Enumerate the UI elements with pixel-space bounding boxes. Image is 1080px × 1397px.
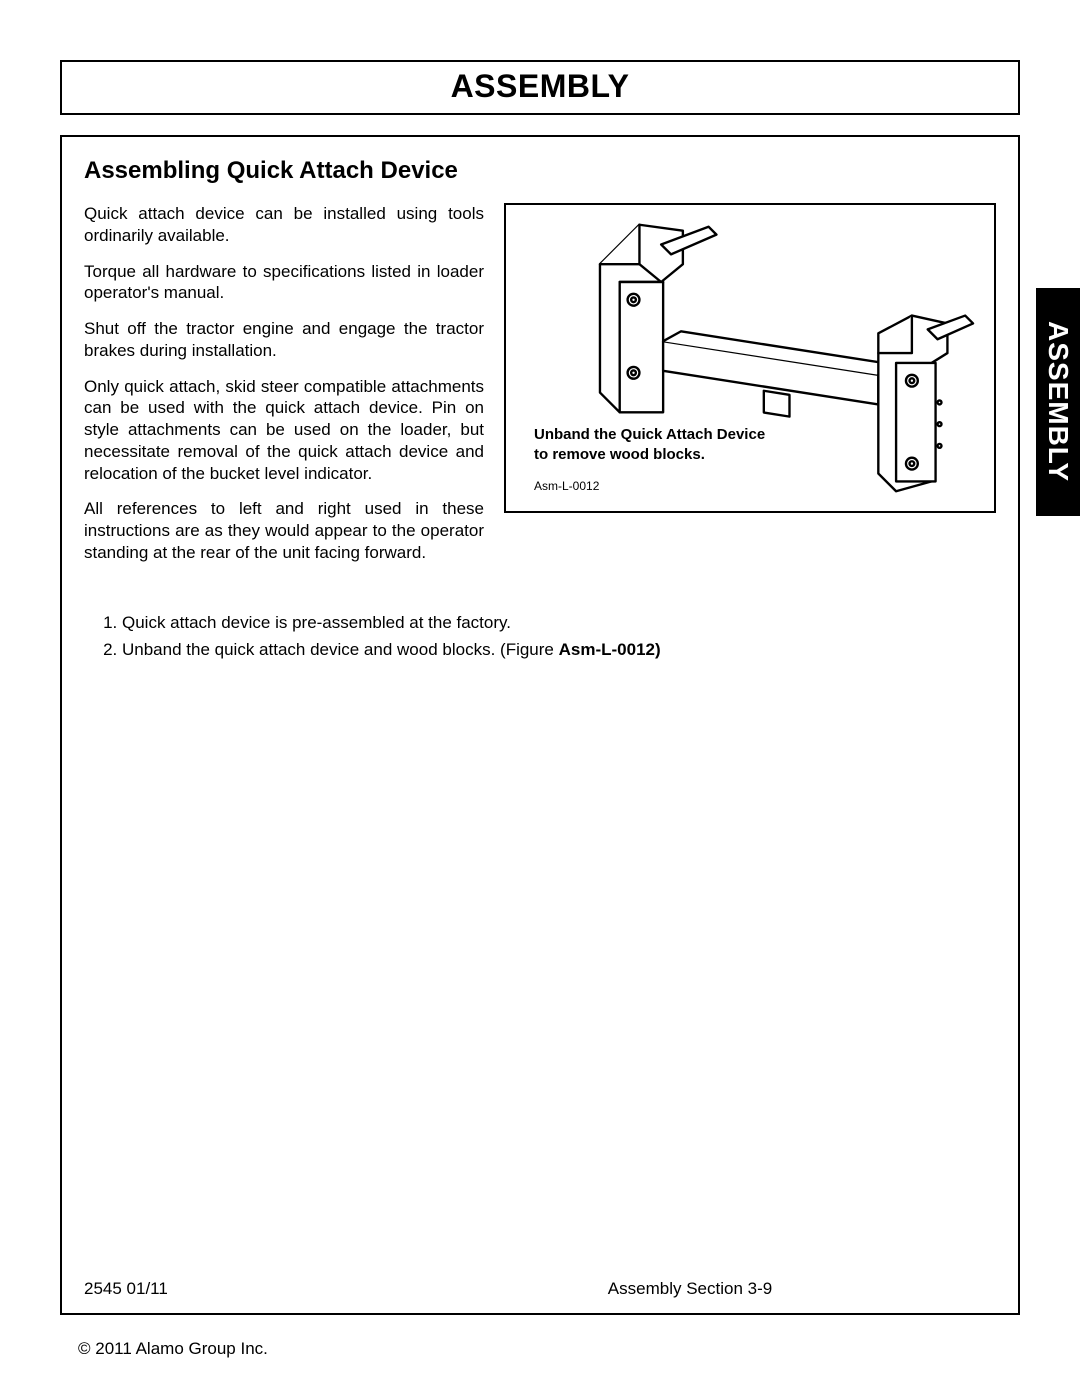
figure-caption-line-2: to remove wood blocks.	[534, 446, 705, 463]
assembly-steps: Quick attach device is pre-assembled at …	[84, 610, 996, 663]
content-footer: 2545 01/11 Assembly Section 3-9	[84, 1279, 996, 1299]
figure-caption: Unband the Quick Attach Device to remove…	[534, 425, 765, 464]
copyright-line: © 2011 Alamo Group Inc.	[78, 1339, 268, 1359]
page-title: ASSEMBLY	[62, 68, 1018, 105]
side-tab-assembly: ASSEMBLY	[1036, 288, 1080, 516]
step-2-figure-ref: Asm-L-0012)	[559, 640, 661, 659]
two-column-layout: Quick attach device can be installed usi…	[84, 203, 996, 578]
footer-section-label: Assembly Section 3-9	[384, 1279, 996, 1299]
footer-doc-number: 2545 01/11	[84, 1279, 384, 1299]
step-2-text-a: Unband the quick attach device and wood …	[122, 640, 506, 659]
body-text-column: Quick attach device can be installed usi…	[84, 203, 484, 578]
paragraph-4: Only quick attach, skid steer compatible…	[84, 376, 484, 485]
step-2-text-b: Figure	[506, 640, 559, 659]
paragraph-5: All references to left and right used in…	[84, 498, 484, 563]
figure-id: Asm-L-0012	[534, 479, 599, 493]
figure-caption-line-1: Unband the Quick Attach Device	[534, 426, 765, 443]
paragraph-1: Quick attach device can be installed usi…	[84, 203, 484, 247]
content-box: Assembling Quick Attach Device Quick att…	[60, 135, 1020, 1315]
step-1: Quick attach device is pre-assembled at …	[122, 610, 996, 636]
page: ASSEMBLY Assembling Quick Attach Device …	[0, 0, 1080, 1397]
step-2: Unband the quick attach device and wood …	[122, 637, 996, 663]
section-heading: Assembling Quick Attach Device	[84, 157, 996, 185]
paragraph-2: Torque all hardware to specifications li…	[84, 261, 484, 305]
figure-box: Unband the Quick Attach Device to remove…	[504, 203, 996, 513]
quick-attach-device-illustration	[506, 205, 994, 511]
header-box: ASSEMBLY	[60, 60, 1020, 115]
paragraph-3: Shut off the tractor engine and engage t…	[84, 318, 484, 362]
